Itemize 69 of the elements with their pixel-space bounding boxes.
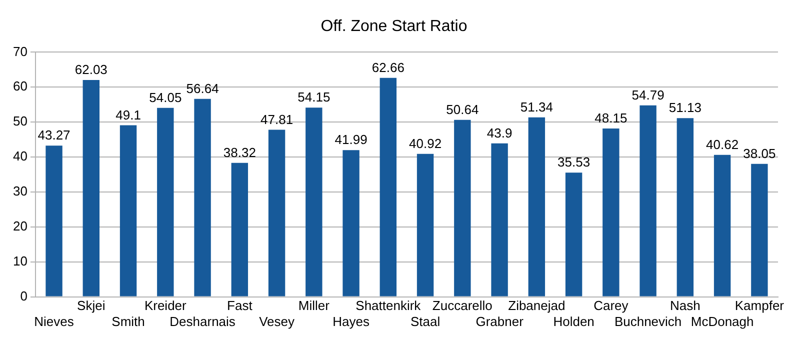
bar [82,80,100,296]
data-label: 48.15 [594,110,628,126]
x-tick-label: Grabner [476,314,524,329]
bar [120,125,137,296]
data-label: 54.79 [632,87,664,102]
bar [640,105,656,296]
x-tick-label: Nash [670,298,700,314]
bar [528,117,546,296]
bar [306,108,322,296]
y-tick-label: 20 [12,218,28,234]
x-tick-label: Carey [594,298,629,314]
bar [602,128,620,296]
y-tick-label: 50 [12,114,28,129]
x-tick-label: Shattenkirk [356,298,422,314]
data-label: 62.66 [372,60,404,75]
x-tick-label: McDonagh [690,314,754,329]
data-label: 51.34 [520,99,553,114]
data-label: 62.03 [74,62,108,78]
bar [454,120,471,296]
x-tick-label: Smith [112,314,145,329]
bar [491,143,508,296]
bar [268,130,286,296]
data-label: 40.92 [409,136,442,151]
bar [565,172,582,296]
x-tick-label: Nieves [34,314,74,329]
bar [714,154,731,296]
data-label: 38.32 [223,144,256,160]
data-label: 43.27 [38,128,70,143]
x-tick-label: Staal [410,314,440,329]
y-tick-label: 0 [20,288,28,304]
x-tick-label: Skjei [77,298,106,314]
bar [231,162,248,296]
y-tick-label: 60 [12,78,28,94]
data-label: 50.64 [446,102,479,117]
bar [194,98,211,296]
data-label: 54.05 [149,90,182,106]
x-tick-label: Zuccarello [432,298,492,314]
data-label: 41.99 [334,132,368,148]
x-tick-label: Miller [298,298,330,314]
data-label: 38.05 [743,146,776,161]
bar [157,108,174,296]
x-tick-label: Kreider [144,298,188,314]
x-tick-label: Buchnevich [614,314,682,329]
bar [676,118,694,296]
data-label: 51.13 [668,100,702,116]
bar [380,78,397,296]
y-tick-label: 30 [12,184,28,199]
data-label: 49.1 [116,107,141,122]
x-tick-label: Hayes [332,314,370,329]
x-tick-label: Zibanejad [508,298,566,314]
data-label: 35.53 [558,154,590,170]
bar [751,164,768,296]
data-label: 56.64 [186,80,219,96]
data-label: 40.62 [706,136,739,152]
bar [342,150,360,296]
bar [46,146,62,296]
data-label: 54.15 [298,90,330,105]
x-tick-label: Fast [227,298,253,314]
x-tick-label: Vesey [259,314,295,329]
y-tick-label: 10 [12,253,28,268]
bar [416,154,434,296]
data-label: 43.9 [486,125,512,140]
data-label: 47.81 [260,112,294,127]
x-tick-label: Desharnais [170,314,236,329]
y-tick-label: 40 [12,148,28,164]
chart-title: Off. Zone Start Ratio [320,18,468,36]
x-tick-label: Kampfer [734,298,785,314]
x-tick-label: Holden [553,314,594,329]
y-tick-label: 70 [12,44,28,59]
